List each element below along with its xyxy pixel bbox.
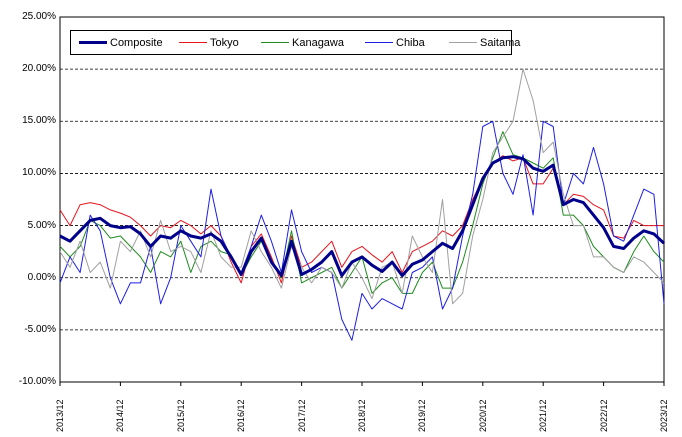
legend-label: Composite — [110, 36, 163, 49]
legend-swatch — [449, 42, 477, 43]
legend-label: Chiba — [396, 36, 425, 49]
series-line-composite — [59, 155, 666, 278]
legend-item-saitama: Saitama — [449, 31, 520, 54]
x-tick-label: 2016/12 — [236, 399, 247, 432]
legend-swatch — [179, 42, 207, 43]
legend-swatch — [261, 42, 289, 43]
legend-item-composite: Composite — [79, 31, 163, 54]
legend-swatch — [365, 42, 393, 43]
y-tick-label: -5.00% — [24, 323, 56, 335]
y-tick-label: 10.00% — [22, 167, 56, 179]
y-tick-label: 20.00% — [22, 63, 56, 75]
y-tick-label: 0.00% — [27, 271, 56, 283]
legend-label: Saitama — [480, 36, 521, 49]
legend-item-tokyo: Tokyo — [179, 31, 239, 54]
x-tick-label: 2013/12 — [55, 399, 65, 432]
legend-item-chiba: Chiba — [365, 31, 425, 54]
x-tick-label: 2021/12 — [538, 399, 549, 432]
legend-item-kanagawa: Kanagawa — [261, 31, 344, 54]
x-tick-label: 2022/12 — [598, 399, 609, 432]
y-tick-label: -10.00% — [18, 376, 56, 387]
x-tick-label: 2018/12 — [357, 399, 367, 432]
legend-label: Tokyo — [210, 36, 239, 49]
y-tick-label: 25.00% — [22, 11, 56, 22]
x-tick-label: 2015/12 — [175, 399, 186, 432]
y-tick-label: 15.00% — [22, 115, 56, 127]
series-line-saitama — [59, 68, 665, 305]
x-tick-label: 2014/12 — [115, 399, 126, 432]
x-tick-label: 2019/12 — [417, 399, 428, 432]
x-tick-label: 2020/12 — [477, 399, 488, 432]
legend: Composite Tokyo Kanagawa Chiba Saitama — [70, 30, 520, 55]
x-tick-label: 2017/12 — [296, 399, 307, 432]
legend-label: Kanagawa — [292, 36, 344, 49]
legend-swatch — [79, 41, 107, 44]
y-tick-label: 5.00% — [27, 219, 56, 231]
x-tick-label: 2023/12 — [659, 399, 669, 432]
